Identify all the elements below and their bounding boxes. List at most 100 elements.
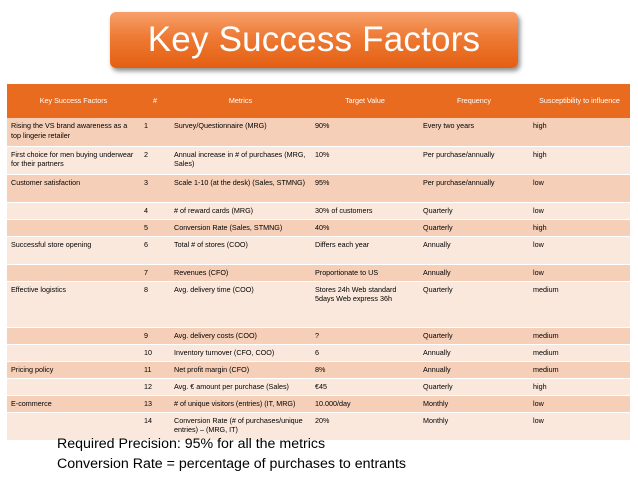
cell-metric: Revenues (CFO) (170, 264, 311, 282)
cell-susceptibility: low (529, 174, 630, 203)
cell-susceptibility: low (529, 264, 630, 282)
cell-metric: Survey/Questionnaire (MRG) (170, 118, 311, 147)
cell-frequency: Quarterly (419, 327, 529, 345)
cell-metric: Inventory turnover (CFO, COO) (170, 344, 311, 362)
cell-frequency: Annually (419, 236, 529, 265)
cell-susceptibility: low (529, 202, 630, 220)
cell-frequency: Annually (419, 344, 529, 362)
cell-frequency: Quarterly (419, 378, 529, 396)
cell-target: 30% of customers (311, 202, 419, 220)
cell-target: Differs each year (311, 236, 419, 265)
header-frequency: Frequency (419, 84, 529, 118)
cell-factor: Rising the VS brand awareness as a top l… (7, 118, 140, 147)
cell-susceptibility: medium (529, 327, 630, 345)
cell-factor (7, 219, 140, 237)
table-row: Pricing policy 11 Net profit margin (CFO) 8… (7, 361, 630, 379)
table-row: 5 Conversion Rate (Sales, STMNG) 40% Quarte… (7, 219, 630, 237)
cell-number: 1 (140, 118, 170, 147)
cell-number: 13 (140, 395, 170, 413)
table-row: 10 Inventory turnover (CFO, COO) 6 Annually… (7, 344, 630, 362)
table-row: 12 Avg. € amount per purchase (Sales) €45 Q… (7, 378, 630, 396)
cell-number: 10 (140, 344, 170, 362)
cell-susceptibility: high (529, 378, 630, 396)
cell-target: 6 (311, 344, 419, 362)
cell-number: 5 (140, 219, 170, 237)
cell-factor (7, 378, 140, 396)
cell-frequency: Quarterly (419, 219, 529, 237)
cell-number: 7 (140, 264, 170, 282)
cell-metric: Net profit margin (CFO) (170, 361, 311, 379)
cell-factor: Pricing policy (7, 361, 140, 379)
cell-frequency: Quarterly (419, 281, 529, 328)
key-success-factors-table: Key Success Factors # Metrics Target Val… (7, 84, 630, 441)
table-row: 4 # of reward cards (MRG) 30% of customers… (7, 202, 630, 220)
cell-susceptibility: medium (529, 281, 630, 328)
note-conversion-rate: Conversion Rate = percentage of purchase… (57, 456, 406, 472)
cell-number: 2 (140, 146, 170, 175)
cell-metric: Avg. delivery costs (COO) (170, 327, 311, 345)
slide-title: Key Success Factors (110, 12, 518, 68)
table-header-row: Key Success Factors # Metrics Target Val… (7, 84, 630, 118)
cell-frequency: Annually (419, 361, 529, 379)
cell-metric: Avg. € amount per purchase (Sales) (170, 378, 311, 396)
note-precision: Required Precision: 95% for all the metr… (57, 436, 326, 452)
cell-target: 8% (311, 361, 419, 379)
table-row: E-commerce 13 # of unique visitors (entrie… (7, 395, 630, 413)
cell-target: 90% (311, 118, 419, 147)
cell-metric: Annual increase in # of purchases (MRG, … (170, 146, 311, 175)
cell-susceptibility: medium (529, 344, 630, 362)
cell-target: 10.000/day (311, 395, 419, 413)
cell-number: 9 (140, 327, 170, 345)
table-row: 7 Revenues (CFO) Proportionate to US Annual… (7, 264, 630, 282)
cell-target: Proportionate to US (311, 264, 419, 282)
cell-frequency: Every two years (419, 118, 529, 147)
cell-target: 40% (311, 219, 419, 237)
table-row: First choice for men buying underwear fo… (7, 146, 630, 175)
cell-metric: # of unique visitors (entries) (IT, MRG) (170, 395, 311, 413)
cell-target: €45 (311, 378, 419, 396)
cell-factor: Successful store opening (7, 236, 140, 265)
cell-target: Stores 24h Web standard 5days Web expres… (311, 281, 419, 328)
header-target-value: Target Value (311, 84, 419, 118)
cell-number: 12 (140, 378, 170, 396)
cell-target: 95% (311, 174, 419, 203)
cell-susceptibility: low (529, 412, 630, 441)
cell-factor: E-commerce (7, 395, 140, 413)
cell-target: 10% (311, 146, 419, 175)
cell-factor (7, 412, 140, 441)
cell-number: 4 (140, 202, 170, 220)
cell-target: ? (311, 327, 419, 345)
cell-factor: Effective logistics (7, 281, 140, 328)
cell-factor (7, 202, 140, 220)
cell-factor: Customer satisfaction (7, 174, 140, 203)
cell-number: 8 (140, 281, 170, 328)
table-row: 9 Avg. delivery costs (COO)? Quarterly medi… (7, 327, 630, 345)
cell-number: 11 (140, 361, 170, 379)
table-row: Effective logistics 8 Avg. delivery time (… (7, 281, 630, 328)
table-row: Rising the VS brand awareness as a top l… (7, 118, 630, 147)
cell-frequency: Monthly (419, 395, 529, 413)
header-metrics: Metrics (170, 84, 311, 118)
cell-factor (7, 327, 140, 345)
table-row: Customer satisfaction 3 Scale 1-10 (at the… (7, 174, 630, 203)
cell-metric: Conversion Rate (# of purchases/unique e… (170, 412, 311, 441)
header-key-success-factors: Key Success Factors (7, 84, 140, 118)
table-row: 14 Conversion Rate (# of purchases/unique… (7, 412, 630, 441)
table-row: Successful store opening 6 Total # of stor… (7, 236, 630, 265)
notes: Required Precision: 95% for all the metr… (57, 434, 406, 474)
cell-factor (7, 344, 140, 362)
cell-frequency: Monthly (419, 412, 529, 441)
table-body: Rising the VS brand awareness as a top l… (7, 118, 630, 441)
cell-factor: First choice for men buying underwear fo… (7, 146, 140, 175)
cell-target: 20% (311, 412, 419, 441)
cell-susceptibility: high (529, 118, 630, 147)
cell-frequency: Quarterly (419, 202, 529, 220)
cell-susceptibility: medium (529, 361, 630, 379)
cell-number: 6 (140, 236, 170, 265)
cell-susceptibility: high (529, 146, 630, 175)
cell-susceptibility: high (529, 219, 630, 237)
cell-metric: Avg. delivery time (COO) (170, 281, 311, 328)
cell-susceptibility: low (529, 236, 630, 265)
cell-number: 3 (140, 174, 170, 203)
cell-susceptibility: low (529, 395, 630, 413)
